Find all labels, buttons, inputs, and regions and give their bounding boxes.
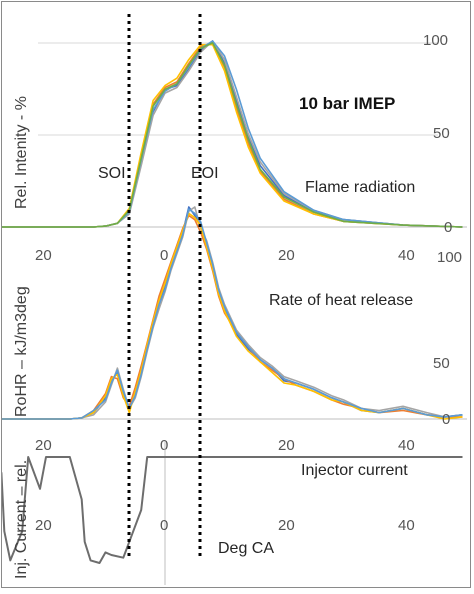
y-tick-label: 50	[433, 355, 450, 372]
x-tick-label: 0	[160, 437, 168, 454]
y-tick-label: 100	[437, 249, 462, 266]
x-tick-label: 20	[35, 247, 52, 264]
x-tick-label: 20	[35, 437, 52, 454]
x-tick-label: 40	[398, 517, 415, 534]
y-tick-label: 100	[423, 32, 448, 49]
soi-label: SOI	[98, 165, 126, 182]
series-line	[0, 212, 463, 420]
injection-markers: SOI EOI	[98, 14, 219, 556]
series-line	[0, 40, 463, 228]
injector-current-series	[0, 456, 463, 564]
y-axis-label: Inj. Current – rel.	[13, 460, 30, 579]
y-axis-label: RoHR – kJ/m3deg	[13, 286, 30, 417]
x-tick-label: 20	[35, 517, 52, 534]
flame-radiation-series	[0, 40, 463, 228]
imep-annotation: 10 bar IMEP	[299, 94, 395, 113]
y-tick-label: 50	[433, 125, 450, 142]
series-line	[0, 42, 463, 228]
y-tick-label: 0	[444, 219, 452, 236]
y-tick-label: 0	[442, 411, 450, 428]
eoi-label: EOI	[191, 165, 219, 182]
series-line	[0, 40, 463, 228]
x-tick-label: 40	[398, 437, 415, 454]
series-line	[0, 206, 463, 420]
x-tick-label: 20	[278, 247, 295, 264]
x-tick-label: 20	[278, 437, 295, 454]
x-tick-label: 0	[160, 247, 168, 264]
y-axis-label: Rel. Intenity - %	[13, 96, 30, 209]
x-tick-label: 20	[278, 517, 295, 534]
series-line	[0, 456, 463, 564]
panel-injector-current: 20 0 20 40 Injector current Deg CA Inj. …	[0, 441, 463, 585]
heat-release-series	[0, 206, 463, 420]
series-line	[0, 208, 463, 420]
series-line	[0, 40, 463, 228]
x-tick-label: 0	[160, 517, 168, 534]
panel-title: Flame radiation	[305, 179, 415, 196]
series-line	[0, 214, 463, 420]
x-tick-label: 40	[398, 247, 415, 264]
series-line	[0, 43, 463, 228]
panel-flame-radiation: 100 50 0 20 0 20 40 10 bar IMEP Flame ra…	[0, 32, 467, 264]
panel-title: Injector current	[301, 462, 408, 479]
panel-title: Rate of heat release	[269, 292, 413, 309]
x-axis-label: Deg CA	[218, 540, 274, 557]
chart-svg: 100 50 0 20 0 20 40 10 bar IMEP Flame ra…	[0, 14, 467, 585]
series-line	[0, 206, 463, 420]
panel-rate-of-heat-release: 100 50 0 20 0 20 40 Rate of heat release…	[0, 206, 467, 454]
